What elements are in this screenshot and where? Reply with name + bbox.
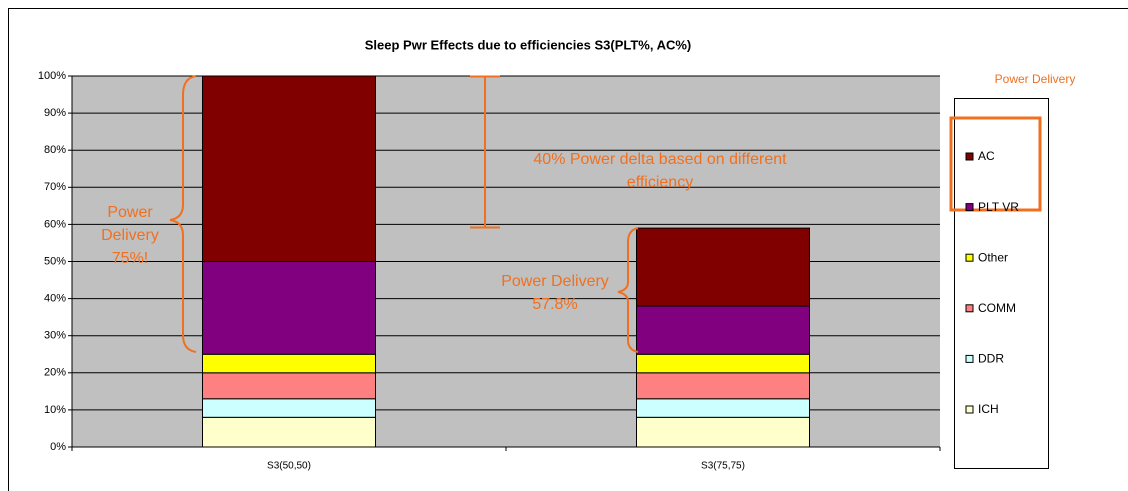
legend-swatch <box>965 152 974 161</box>
y-tick-label: 90% <box>44 107 66 119</box>
y-tick-label: 0% <box>50 441 66 453</box>
annotation: 57.8% <box>532 296 577 313</box>
y-tick-label: 50% <box>44 255 66 267</box>
legend-highlight <box>949 116 1042 212</box>
y-tick-label: 10% <box>44 404 66 416</box>
legend-swatch <box>965 405 974 414</box>
legend-label: AC <box>978 149 995 163</box>
y-tick-label: 60% <box>44 218 66 230</box>
y-tick-label: 30% <box>44 330 66 342</box>
bar-segment <box>202 372 376 400</box>
x-tick-label: S3(50,50) <box>267 461 311 472</box>
bar-segment <box>636 353 810 374</box>
legend-swatch <box>965 203 974 212</box>
x-tick-label: S3(75,75) <box>701 461 745 472</box>
brace <box>617 227 639 353</box>
legend-label: ICH <box>978 402 999 416</box>
bar-segment <box>636 227 810 307</box>
bar-segment <box>202 75 376 262</box>
bar-segment <box>202 398 376 418</box>
annotation: Power Delivery <box>501 273 609 290</box>
annotation: Delivery <box>101 227 159 244</box>
bar-segment <box>202 353 376 374</box>
bar-segment <box>636 305 810 355</box>
y-tick-label: 100% <box>38 70 66 82</box>
annotation: Power <box>107 204 153 221</box>
annotation: 40% Power delta based on different <box>533 151 787 168</box>
legend-label: COMM <box>978 301 1016 315</box>
marks <box>72 75 940 448</box>
legend-title: Power Delivery <box>995 72 1076 86</box>
brace <box>169 75 197 353</box>
legend-label: DDR <box>978 352 1004 366</box>
bar-segment <box>636 372 810 400</box>
y-tick-label: 40% <box>44 293 66 305</box>
legend-swatch <box>965 304 974 313</box>
legend-label: PLT VR <box>978 200 1019 214</box>
bar-segment <box>202 261 376 355</box>
y-tick-label: 80% <box>44 144 66 156</box>
bar-segment <box>202 416 376 448</box>
legend-label: Other <box>978 250 1008 264</box>
annotation: efficiency <box>627 174 693 191</box>
bar-segment <box>636 416 810 448</box>
legend-swatch <box>965 253 974 262</box>
legend-swatch <box>965 354 974 363</box>
bar-segment <box>636 398 810 418</box>
chart-title: Sleep Pwr Effects due to efficiencies S3… <box>365 37 692 52</box>
y-tick-label: 20% <box>44 367 66 379</box>
frame <box>8 8 1128 491</box>
delta-bracket <box>470 75 500 229</box>
annotation: 75%! <box>112 250 148 267</box>
y-tick-label: 70% <box>44 181 66 193</box>
